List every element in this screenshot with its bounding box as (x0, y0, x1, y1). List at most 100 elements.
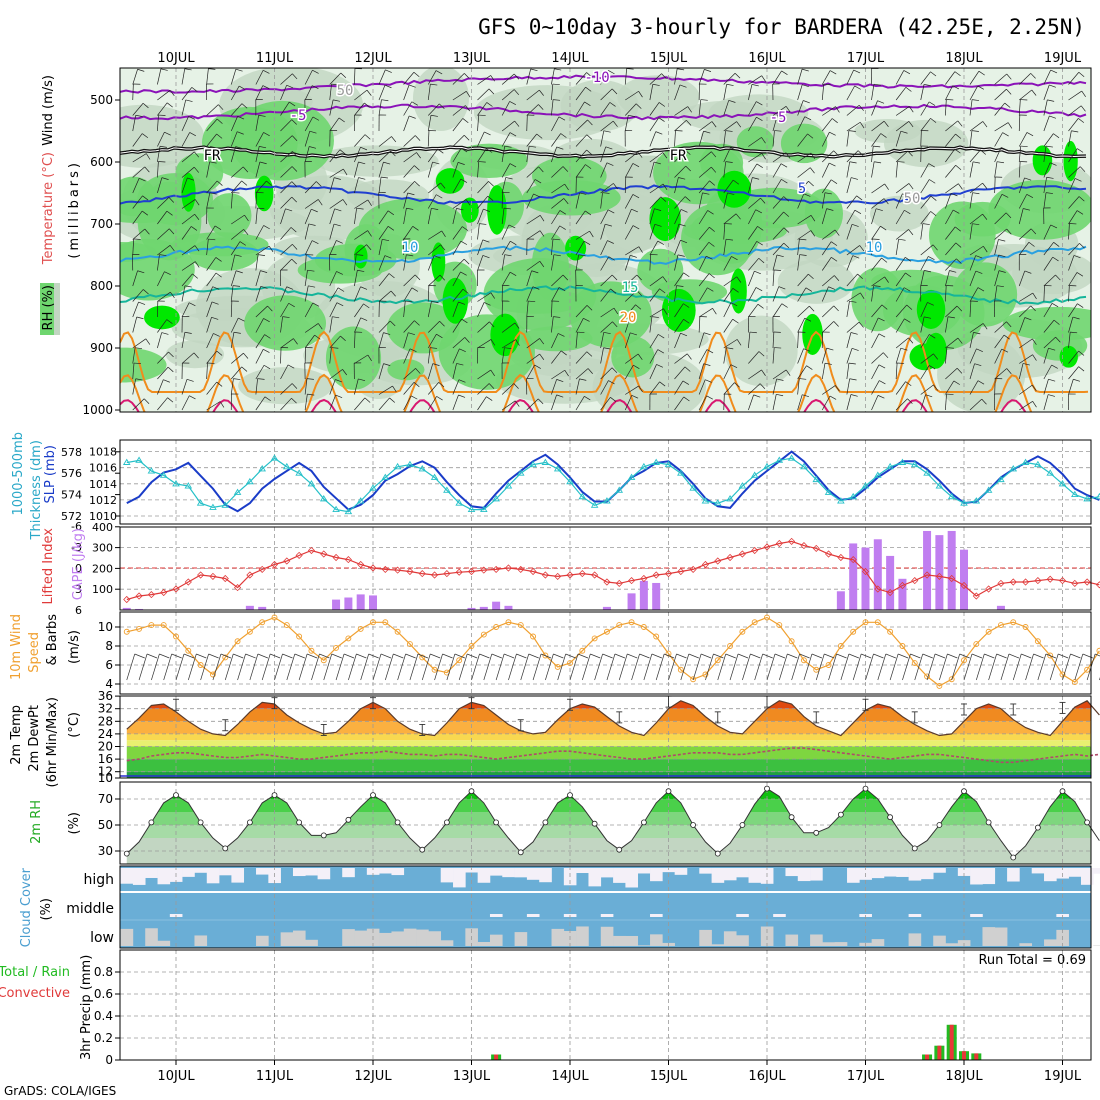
wind-barb-flag (1030, 228, 1037, 235)
wind10-barb (889, 653, 899, 681)
wind-barb-flag (215, 257, 222, 262)
wind-barb (231, 352, 244, 364)
wind-barb-flag (849, 161, 857, 164)
wind-barb-flag (406, 254, 414, 257)
day-label-top: 17JUL (847, 51, 885, 66)
wind-speed-marker (628, 619, 635, 626)
wind-barb-flag (360, 146, 368, 151)
wind-barb-flag (286, 286, 294, 290)
wind-barb-flag (732, 318, 739, 324)
cloud-mid-bar (600, 914, 614, 917)
cloud-high-bar (797, 868, 811, 882)
wind-barb-flag (184, 331, 192, 334)
wind10-barb-flag (824, 653, 835, 659)
rh2m-marker (887, 814, 894, 821)
wind-barb-flag (486, 102, 493, 107)
wind-speed-marker (702, 671, 709, 678)
wind-barb (551, 350, 562, 364)
wind-barb (329, 84, 332, 101)
wind-barb (1068, 243, 1080, 256)
cape-bar (923, 530, 932, 610)
wind-barb (477, 181, 489, 194)
wind-barb (674, 209, 682, 225)
wind-barb-flag (564, 370, 569, 377)
wind-barb (1043, 69, 1051, 85)
rh2m-marker (936, 822, 943, 828)
wind-barb-flag (632, 225, 640, 230)
wind-barb-flag (758, 258, 765, 264)
temp-band (126, 721, 1091, 734)
wind-barb-flag (955, 164, 962, 171)
lifted-index-marker (320, 550, 328, 558)
wind-barb (280, 135, 293, 147)
cape-bar (886, 555, 895, 610)
cloud-high-bar (613, 868, 626, 883)
wind-barb (230, 131, 238, 147)
wind-barb (846, 209, 856, 225)
wind-barb-flag (259, 161, 267, 165)
wind-barb (797, 365, 807, 380)
wind10-barb (766, 653, 776, 681)
wind10-barb-flag (503, 653, 515, 659)
isotherm-5 (120, 184, 1087, 205)
wind-barb-flag (306, 378, 314, 380)
wind-barb-flag (1032, 292, 1037, 300)
panel-frame (119, 781, 1092, 865)
wind10-barb-flag (897, 653, 909, 659)
wind10-barb (151, 653, 160, 681)
wind-barb-flag (216, 180, 223, 186)
wind-barb-flag (286, 84, 294, 89)
rh-band (126, 812, 1091, 825)
wind-barb-flag (504, 347, 512, 350)
thickness-tick-label: 574 (61, 489, 82, 502)
wind-barb-flag (1053, 133, 1060, 139)
wind-barb-flag (552, 83, 560, 86)
wind-barb (871, 120, 885, 132)
rh2m-marker (640, 819, 647, 826)
wind-barb-flag (141, 133, 149, 139)
wind-barb (280, 119, 292, 132)
wind-barb (132, 338, 147, 349)
thickness-marker (196, 499, 205, 506)
wind-barb (797, 167, 811, 178)
wind-barb (1068, 178, 1076, 194)
wind-barb-flag (408, 115, 416, 119)
wind-barb-flag (1030, 73, 1036, 79)
wind-barb-flag (833, 305, 839, 312)
wind-barb (600, 307, 615, 318)
wind-barb-flag (824, 192, 832, 195)
wind-barb (452, 288, 464, 302)
wind-barb-flag (312, 116, 320, 121)
wind-barb-flag (703, 332, 711, 336)
wind-barb (871, 257, 882, 271)
lifted-index-marker (233, 584, 242, 592)
wind-barb-flag (311, 208, 318, 213)
wind-speed-marker (123, 628, 130, 635)
wind-barb-flag (335, 379, 342, 383)
wind-barb-flag (736, 339, 742, 346)
wind-barb-flag (260, 285, 268, 289)
wind-barb (600, 288, 611, 302)
wind-barb-flag (1096, 255, 1100, 256)
thickness-marker (886, 462, 894, 470)
wind-barb (551, 166, 564, 178)
wind-barb (674, 285, 677, 302)
wind-barb (945, 242, 957, 256)
cape-bar (332, 599, 341, 610)
wind-barb (895, 161, 898, 178)
wind-barb-flag (1049, 115, 1057, 119)
wind10-barb-flag (294, 653, 305, 659)
wind-barb-flag (660, 196, 667, 202)
wind-barb-flag (781, 179, 788, 184)
wind-barb-flag (167, 397, 174, 403)
wind-barb-flag (553, 316, 561, 318)
lifted-index-marker (948, 574, 956, 583)
wind-barb (378, 332, 384, 349)
wind-barb (378, 210, 389, 225)
wind-barb (772, 227, 785, 240)
wind-barb-flag (163, 379, 170, 383)
wind-barb (452, 240, 462, 256)
wind-barb (871, 226, 881, 240)
wind-barb (1068, 72, 1080, 85)
